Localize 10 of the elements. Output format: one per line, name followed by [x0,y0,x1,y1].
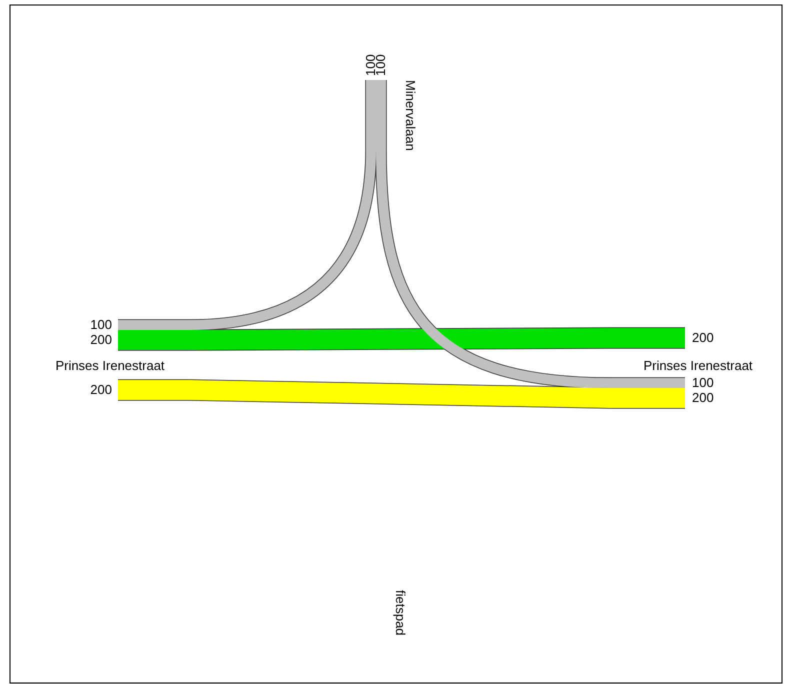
category-label: Prinses Irenestraat [55,358,165,373]
category-label: fietspad [393,590,408,636]
data-label: 200 [90,382,112,397]
data-label: 100 [90,317,112,332]
category-label: Minervalaan [403,80,418,151]
data-label: 200 [90,332,112,347]
data-label: 100 [692,375,714,390]
data-label: 200 [692,330,714,345]
data-label: 200 [692,390,714,405]
category-label: Prinses Irenestraat [643,358,753,373]
